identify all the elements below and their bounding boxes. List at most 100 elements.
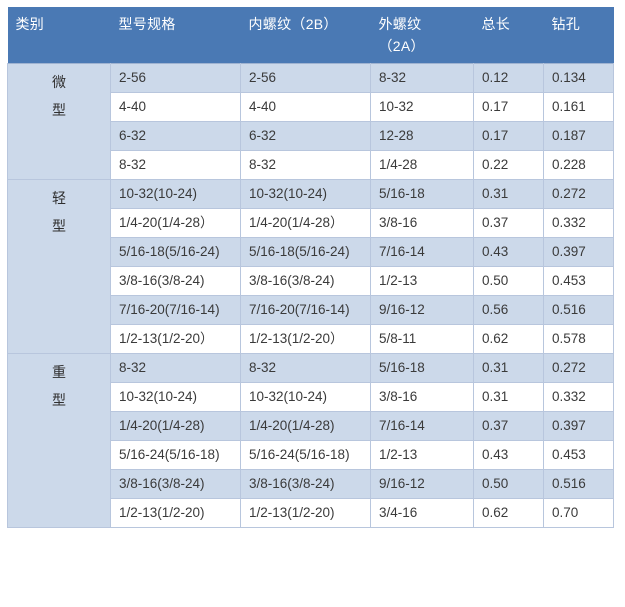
- cell-length: 0.37: [473, 208, 544, 238]
- column-header-inner-thread-line-1: 内螺纹（2B）: [248, 16, 338, 32]
- cell-outer: 1/2-13: [370, 440, 474, 470]
- cell-length: 0.31: [473, 353, 544, 383]
- cell-drill: 0.70: [543, 498, 614, 528]
- table-row: 7/16-20(7/16-14) 7/16-20(7/16-14) 9/16-1…: [8, 295, 614, 325]
- cell-length: 0.31: [473, 179, 544, 209]
- cell-model: 1/4-20(1/4-28）: [110, 208, 241, 238]
- column-header-drill-hole-line-1: 钻孔: [551, 16, 581, 32]
- cell-inner: 1/2-13(1/2-20): [240, 498, 371, 528]
- cell-outer: 1/2-13: [370, 266, 474, 296]
- cell-drill: 0.578: [543, 324, 614, 354]
- thread-insert-spec-table: 类别 型号规格 内螺纹（2B） 外螺纹 （2A） 总长 钻孔: [7, 7, 614, 528]
- cell-length: 0.62: [473, 324, 544, 354]
- cell-outer: 3/8-16: [370, 208, 474, 238]
- cell-inner: 1/4-20(1/4-28）: [240, 208, 371, 238]
- cell-length: 0.43: [473, 440, 544, 470]
- cell-length: 0.17: [473, 121, 544, 151]
- cell-inner: 2-56: [240, 63, 371, 93]
- cell-model: 3/8-16(3/8-24): [110, 266, 241, 296]
- column-header-outer-thread: 外螺纹 （2A）: [370, 7, 474, 64]
- cell-model: 8-32: [110, 150, 241, 180]
- cell-inner: 10-32(10-24): [240, 179, 371, 209]
- table-header: 类别 型号规格 内螺纹（2B） 外螺纹 （2A） 总长 钻孔: [7, 7, 614, 64]
- category-cell-heavy: 重 型: [7, 353, 111, 528]
- cell-drill: 0.187: [543, 121, 614, 151]
- table-row: 6-32 6-32 12-28 0.17 0.187: [8, 121, 614, 151]
- cell-drill: 0.272: [543, 353, 614, 383]
- cell-drill: 0.134: [543, 63, 614, 93]
- table-row: 重 型 8-32 8-32 5/16-18 0.31 0.272: [7, 353, 614, 528]
- column-header-outer-thread-line-1: 外螺纹: [378, 16, 422, 32]
- cell-outer: 8-32: [370, 63, 474, 93]
- table-row: 1/2-13(1/2-20) 1/2-13(1/2-20) 3/4-16 0.6…: [8, 498, 614, 528]
- category-cell-micro: 微 型: [7, 63, 111, 180]
- cell-model: 10-32(10-24): [110, 382, 241, 412]
- table-row: 1/4-20(1/4-28) 1/4-20(1/4-28) 7/16-14 0.…: [8, 411, 614, 441]
- table-row: 微 型 2-56 2-56 8-32 0.12 0.134: [7, 63, 614, 180]
- cell-inner: 7/16-20(7/16-14): [240, 295, 371, 325]
- cell-length: 0.50: [473, 469, 544, 499]
- cell-outer: 9/16-12: [370, 295, 474, 325]
- cell-inner: 1/4-20(1/4-28): [240, 411, 371, 441]
- category-cell-heavy-char-2: 型: [52, 392, 66, 408]
- cell-outer: 5/8-11: [370, 324, 474, 354]
- cell-model: 5/16-24(5/16-18): [110, 440, 241, 470]
- table-row: 1/2-13(1/2-20） 1/2-13(1/2-20） 5/8-11 0.6…: [8, 324, 614, 354]
- cell-outer: 7/16-14: [370, 237, 474, 267]
- cell-inner: 5/16-18(5/16-24): [240, 237, 371, 267]
- cell-length: 0.17: [473, 92, 544, 122]
- cell-inner: 3/8-16(3/8-24): [240, 266, 371, 296]
- cell-model: 8-32: [110, 353, 241, 383]
- table-row: 3/8-16(3/8-24) 3/8-16(3/8-24) 9/16-12 0.…: [8, 469, 614, 499]
- column-header-total-length-line-1: 总长: [481, 16, 511, 32]
- category-cell-light-char-1: 轻: [52, 190, 66, 206]
- column-header-model-line-1: 型号规格: [118, 16, 176, 32]
- cell-inner: 3/8-16(3/8-24): [240, 469, 371, 499]
- cell-model: 1/4-20(1/4-28): [110, 411, 241, 441]
- cell-length: 0.31: [473, 382, 544, 412]
- cell-inner: 10-32(10-24): [240, 382, 371, 412]
- cell-drill: 0.453: [543, 440, 614, 470]
- cell-model: 4-40: [110, 92, 241, 122]
- column-header-model: 型号规格: [110, 7, 241, 64]
- cell-drill: 0.453: [543, 266, 614, 296]
- cell-length: 0.56: [473, 295, 544, 325]
- cell-outer: 3/4-16: [370, 498, 474, 528]
- category-cell-micro-char-2: 型: [52, 102, 66, 118]
- category-cell-light-char-2: 型: [52, 218, 66, 234]
- category-cell-heavy-char-1: 重: [52, 364, 66, 380]
- table-body: 微 型 2-56 2-56 8-32 0.12 0.134 4-40 4-40 …: [7, 63, 614, 528]
- cell-model: 5/16-18(5/16-24): [110, 237, 241, 267]
- column-header-total-length: 总长: [473, 7, 544, 64]
- column-header-inner-thread: 内螺纹（2B）: [240, 7, 371, 64]
- cell-outer: 5/16-18: [370, 353, 474, 383]
- cell-inner: 1/2-13(1/2-20）: [240, 324, 371, 354]
- cell-model: 1/2-13(1/2-20）: [110, 324, 241, 354]
- cell-drill: 0.516: [543, 295, 614, 325]
- table-header-row: 类别 型号规格 内螺纹（2B） 外螺纹 （2A） 总长 钻孔: [7, 7, 614, 64]
- table-row: 3/8-16(3/8-24) 3/8-16(3/8-24) 1/2-13 0.5…: [8, 266, 614, 296]
- table-row: 8-32 8-32 1/4-28 0.22 0.228: [8, 150, 614, 180]
- cell-outer: 10-32: [370, 92, 474, 122]
- cell-outer: 3/8-16: [370, 382, 474, 412]
- column-header-category-line-1: 类别: [15, 16, 45, 32]
- table-row: 4-40 4-40 10-32 0.17 0.161: [8, 92, 614, 122]
- cell-length: 0.50: [473, 266, 544, 296]
- cell-inner: 5/16-24(5/16-18): [240, 440, 371, 470]
- cell-length: 0.12: [473, 63, 544, 93]
- cell-model: 1/2-13(1/2-20): [110, 498, 241, 528]
- cell-outer: 12-28: [370, 121, 474, 151]
- cell-length: 0.22: [473, 150, 544, 180]
- cell-model: 7/16-20(7/16-14): [110, 295, 241, 325]
- table-row: 轻 型 10-32(10-24) 10-32(10-24) 5/16-18 0.…: [7, 179, 614, 354]
- cell-inner: 8-32: [240, 150, 371, 180]
- cell-drill: 0.332: [543, 382, 614, 412]
- cell-inner: 8-32: [240, 353, 371, 383]
- cell-drill: 0.397: [543, 237, 614, 267]
- cell-outer: 1/4-28: [370, 150, 474, 180]
- cell-model: 6-32: [110, 121, 241, 151]
- table-row: 5/16-18(5/16-24) 5/16-18(5/16-24) 7/16-1…: [8, 237, 614, 267]
- category-cell-light: 轻 型: [7, 179, 111, 354]
- table-row: 5/16-24(5/16-18) 5/16-24(5/16-18) 1/2-13…: [8, 440, 614, 470]
